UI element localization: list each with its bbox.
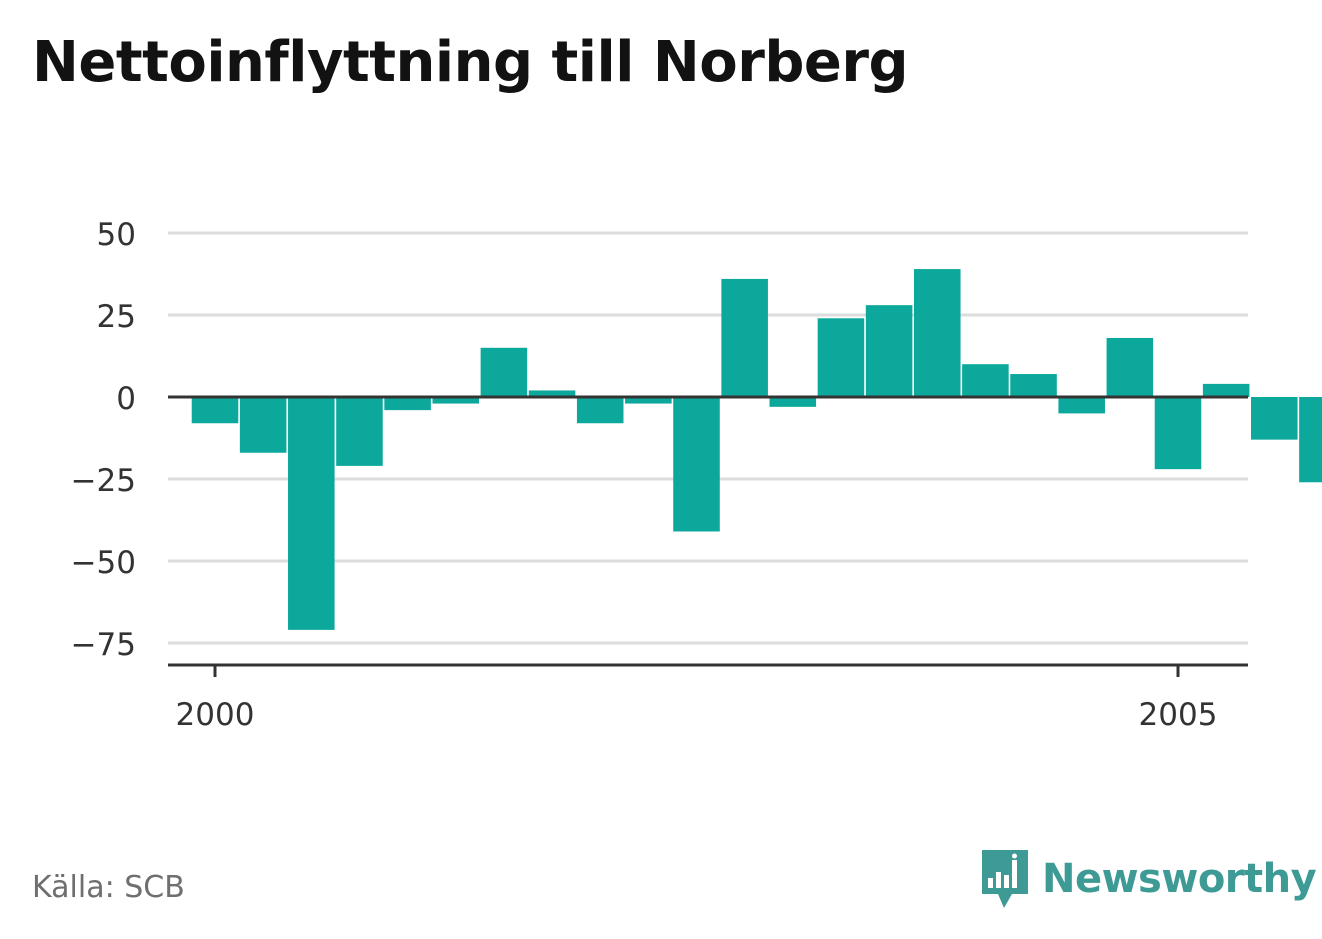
bar <box>1251 397 1298 440</box>
x-axis: 200020052010201520202025 <box>168 663 1248 733</box>
bar <box>336 397 383 466</box>
source-note: Källa: SCB <box>32 870 185 905</box>
y-tick-label: −25 <box>71 463 136 499</box>
newsworthy-logo[interactable]: Newsworthy <box>980 848 1317 910</box>
bar <box>576 397 624 424</box>
bar <box>1202 383 1250 397</box>
bar <box>528 390 576 397</box>
bar <box>288 397 335 630</box>
bar <box>1154 397 1202 470</box>
bar <box>432 397 480 404</box>
x-tick-label: 2005 <box>1139 697 1218 733</box>
brand-name: Newsworthy <box>1042 856 1317 902</box>
y-tick-label: 0 <box>116 381 136 417</box>
bar <box>239 397 287 453</box>
bar <box>480 347 528 397</box>
bar <box>962 364 1009 397</box>
y-tick-label: 50 <box>97 217 136 253</box>
bar <box>191 397 239 424</box>
bars <box>191 269 1322 630</box>
bar <box>913 269 961 397</box>
y-tick-label: −75 <box>71 627 136 663</box>
bar <box>673 397 720 532</box>
y-axis: 50 25 0 −25 −50 −75 <box>71 217 1248 663</box>
x-tick-label: 2000 <box>176 697 255 733</box>
y-tick-label: −50 <box>71 545 136 581</box>
bar <box>625 397 672 404</box>
bar <box>1058 397 1105 414</box>
bar <box>721 278 768 397</box>
chart-title: Nettoinflyttning till Norberg <box>32 30 909 95</box>
bar <box>769 397 817 407</box>
y-tick-label: 25 <box>97 299 136 335</box>
bar <box>817 318 865 397</box>
bar <box>384 397 431 411</box>
newsworthy-logo-icon <box>982 850 1028 908</box>
bar <box>1299 397 1322 483</box>
bar <box>865 305 913 397</box>
bar <box>1010 374 1057 397</box>
bar <box>1106 337 1154 397</box>
